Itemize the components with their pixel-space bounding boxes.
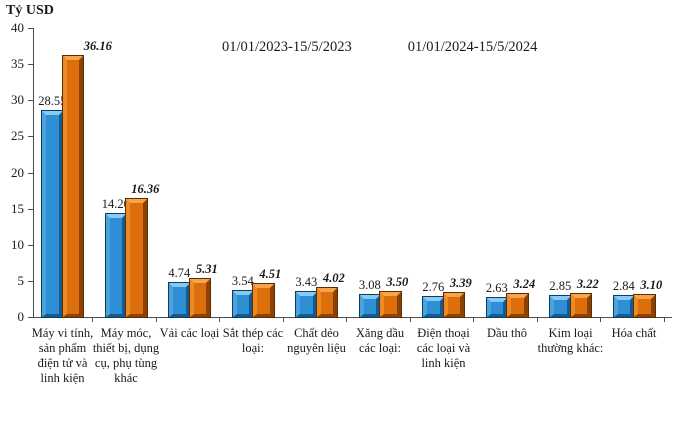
x-axis-tick <box>219 318 220 322</box>
legend-item-2023: 01/01/2023-15/5/2023 <box>206 39 352 56</box>
value-label-2024: 3.10 <box>640 277 663 292</box>
value-label-2023: 14.20 <box>101 197 130 212</box>
value-label-2024: 3.22 <box>576 276 599 291</box>
value-label-2023: 4.74 <box>168 265 191 280</box>
y-axis-line <box>33 28 34 318</box>
value-label-2023: 2.63 <box>485 280 508 295</box>
y-axis-tick <box>28 208 33 210</box>
value-label-2024: 4.51 <box>259 267 282 282</box>
value-label-2024: 16.36 <box>131 181 160 196</box>
y-tick-label: 10 <box>11 236 24 252</box>
x-axis-line <box>33 317 672 318</box>
y-axis-tick <box>28 244 33 246</box>
y-axis-tick <box>28 136 33 138</box>
value-label-2023: 3.08 <box>358 277 381 292</box>
category-label: Máy vi tính, sản phẩm điện tử và linh ki… <box>31 326 94 385</box>
category-label: Kim loại thường khác: <box>537 326 604 355</box>
y-tick-label: 15 <box>11 200 24 216</box>
x-axis-tick <box>473 318 474 322</box>
bar-period-2023 <box>169 282 190 317</box>
y-tick-label: 5 <box>17 272 25 288</box>
category-label: Chất dẻo nguyên liệu <box>287 326 346 355</box>
bar-period-2023 <box>423 297 444 317</box>
value-label-2024: 3.39 <box>449 275 472 290</box>
x-axis-tick <box>282 318 284 322</box>
y-tick-label: 35 <box>11 56 24 72</box>
value-label-2023: 2.76 <box>422 280 445 295</box>
category-label: Điện thoại các loại và linh kiện <box>416 326 471 370</box>
value-label-2024: 36.16 <box>83 38 112 53</box>
value-label-2023: 28.55 <box>38 93 67 108</box>
x-axis-tick <box>600 318 601 322</box>
x-axis-tick <box>346 318 347 322</box>
y-tick-label: 30 <box>11 92 24 108</box>
bar-period-2023 <box>105 214 126 317</box>
y-axis-tick <box>28 280 33 282</box>
bar-period-2024 <box>189 278 210 317</box>
bar-period-2024 <box>507 293 528 317</box>
y-axis-tick <box>28 28 33 29</box>
category-label: Xăng dầu các loại: <box>355 326 405 355</box>
x-axis-tick <box>663 318 665 322</box>
bar-period-2024 <box>570 293 591 317</box>
category-label: Hóa chất <box>611 326 657 340</box>
value-label-2023: 3.43 <box>295 275 318 290</box>
y-tick-label: 20 <box>11 164 24 180</box>
x-axis-tick <box>155 318 157 322</box>
bar-period-2024 <box>62 55 83 317</box>
legend-item-2024: 01/01/2024-15/5/2024 <box>392 39 538 56</box>
category-label: Vải các loại <box>159 326 220 340</box>
bar-period-2023 <box>613 296 634 317</box>
legend: 01/01/2023-15/5/2023 01/01/2024-15/5/202… <box>206 39 537 56</box>
legend-label-2023: 01/01/2023-15/5/2023 <box>222 39 352 55</box>
category-label: Sắt thép các loại: <box>222 326 284 355</box>
bar-period-2024 <box>126 198 147 317</box>
bar-period-2024 <box>634 294 655 317</box>
bar-period-2024 <box>316 287 337 317</box>
y-axis-tick <box>28 100 33 102</box>
value-label-2024: 3.50 <box>386 274 409 289</box>
y-tick-label: 40 <box>11 20 24 35</box>
bar-period-2023 <box>550 296 571 317</box>
legend-label-2024: 01/01/2024-15/5/2024 <box>407 39 538 55</box>
x-axis-tick <box>92 318 93 322</box>
y-axis-tick <box>28 64 33 66</box>
y-axis-unit-label: Tỷ USD <box>6 3 54 18</box>
value-label-2024: 3.24 <box>513 276 536 291</box>
bar-period-2024 <box>253 284 274 317</box>
category-label: Dầu thô <box>487 326 527 340</box>
bar-period-2023 <box>486 297 507 317</box>
x-axis-tick <box>409 318 411 322</box>
y-tick-label: 0 <box>17 309 25 324</box>
legend-swatch-2023-icon <box>206 42 218 54</box>
legend-swatch-2024-icon <box>392 42 404 54</box>
value-label-2023: 2.85 <box>549 279 572 294</box>
bar-period-2024 <box>443 292 464 317</box>
y-axis-tick <box>28 317 33 318</box>
category-label: Máy móc, thiết bị, dụng cụ, phụ tùng khá… <box>92 326 160 385</box>
x-axis-tick <box>536 318 538 322</box>
bar-period-2023 <box>296 292 317 317</box>
bar-period-2023 <box>42 110 63 317</box>
value-label-2023: 3.54 <box>231 274 254 289</box>
bar-period-2023 <box>232 291 253 317</box>
y-tick-label: 25 <box>11 128 24 144</box>
value-label-2024: 4.02 <box>322 270 345 285</box>
value-label-2024: 5.31 <box>195 261 218 276</box>
bar-period-2024 <box>380 291 401 317</box>
y-axis-tick <box>28 172 33 174</box>
bar-period-2023 <box>359 294 380 317</box>
value-label-2023: 2.84 <box>612 279 635 294</box>
